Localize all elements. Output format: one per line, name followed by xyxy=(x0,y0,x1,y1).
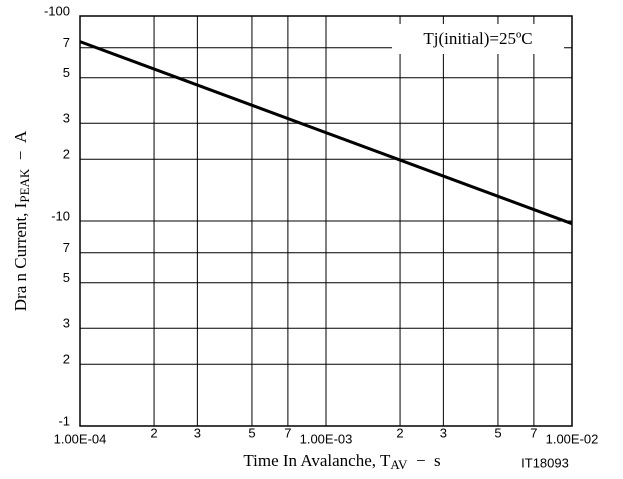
x-tick-label: 1.00E-04 xyxy=(54,431,107,446)
y-tick-label: 7 xyxy=(63,240,70,255)
x-tick-label: 5 xyxy=(248,425,255,440)
y-tick-label: 2 xyxy=(63,147,70,162)
x-tick-label: 2 xyxy=(150,425,157,440)
y-tick-label: 3 xyxy=(63,111,70,126)
x-axis-label: Time In Avalanche, TAV − s xyxy=(243,451,440,472)
annotation-box xyxy=(392,24,564,54)
y-tick-label: 7 xyxy=(63,35,70,50)
x-tick-label: 1.00E-02 xyxy=(546,431,599,446)
figure-code: IT18093 xyxy=(521,455,569,470)
data-line xyxy=(79,40,573,226)
y-tick-label: 3 xyxy=(63,316,70,331)
x-tick-label: 7 xyxy=(530,425,537,440)
y-axis-label: Dra n Current, IPEAK − A xyxy=(11,130,32,311)
x-tick-label: 2 xyxy=(396,425,403,440)
y-tick-label: -100 xyxy=(44,3,70,18)
x-tick-label: 7 xyxy=(284,425,291,440)
y-tick-label: 2 xyxy=(63,352,70,367)
y-tick-label: -10 xyxy=(51,208,70,223)
x-tick-label: 1.00E-03 xyxy=(300,431,353,446)
x-tick-label: 5 xyxy=(494,425,501,440)
y-tick-label: 5 xyxy=(63,270,70,285)
y-tick-label: 5 xyxy=(63,65,70,80)
y-tick-label: -1 xyxy=(58,413,70,428)
x-tick-label: 3 xyxy=(194,425,201,440)
annotation: Tj(initial)=25ºC xyxy=(423,29,532,48)
x-tick-label: 3 xyxy=(440,425,447,440)
